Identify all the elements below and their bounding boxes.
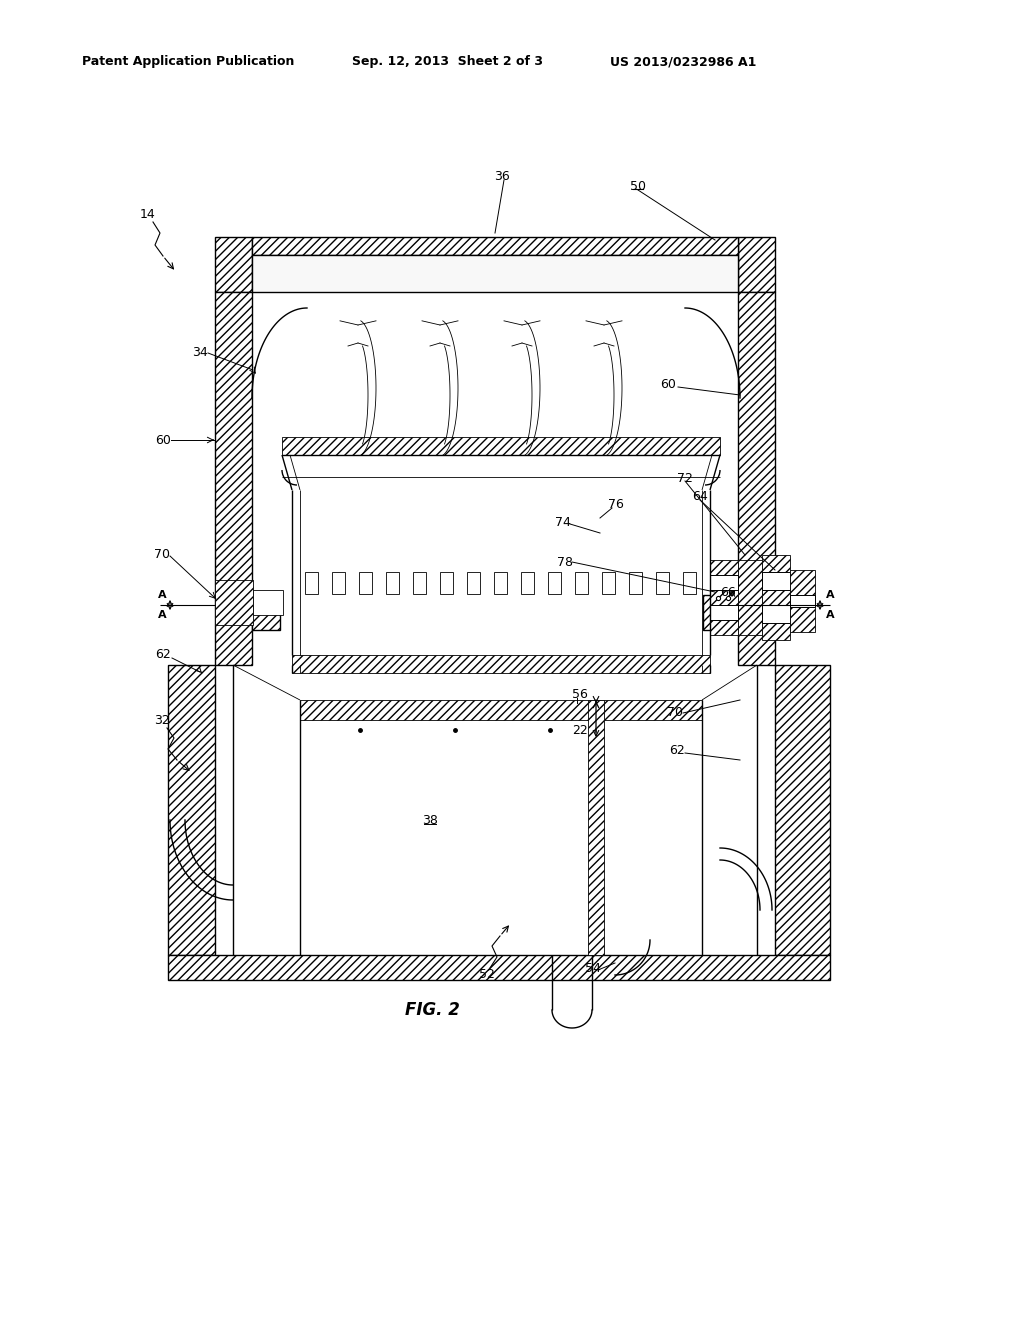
Polygon shape [790, 607, 815, 632]
Polygon shape [292, 655, 710, 673]
Text: FIG. 2: FIG. 2 [404, 1001, 460, 1019]
Text: 60: 60 [155, 433, 171, 446]
Polygon shape [738, 560, 762, 635]
Text: 70: 70 [154, 548, 170, 561]
Text: 22: 22 [572, 723, 588, 737]
Text: A: A [158, 610, 166, 620]
Text: US 2013/0232986 A1: US 2013/0232986 A1 [610, 55, 757, 69]
Bar [602, 572, 615, 594]
Text: 70: 70 [667, 706, 683, 719]
Text: 32: 32 [155, 714, 170, 726]
Text: 54: 54 [585, 961, 601, 974]
Polygon shape [775, 665, 830, 954]
Text: 62: 62 [669, 743, 685, 756]
Text: A: A [825, 610, 835, 620]
Bar [305, 572, 318, 594]
Bar [440, 572, 453, 594]
Polygon shape [762, 554, 790, 640]
Text: 64: 64 [692, 491, 708, 503]
Bar [710, 576, 738, 590]
Polygon shape [300, 700, 702, 719]
Text: 50: 50 [630, 180, 646, 193]
Polygon shape [738, 238, 775, 292]
Bar [710, 605, 738, 620]
Text: Patent Application Publication: Patent Application Publication [82, 55, 294, 69]
Text: 62: 62 [155, 648, 171, 661]
Text: 76: 76 [608, 499, 624, 511]
Polygon shape [588, 700, 604, 954]
Text: 52: 52 [479, 969, 495, 982]
Bar [386, 572, 399, 594]
Text: 60: 60 [660, 379, 676, 392]
Polygon shape [252, 238, 738, 255]
Bar [467, 572, 480, 594]
Bar [359, 572, 372, 594]
Polygon shape [703, 595, 738, 630]
Bar [548, 572, 561, 594]
Polygon shape [738, 292, 775, 665]
Polygon shape [215, 238, 252, 292]
Text: 14: 14 [140, 209, 156, 222]
Polygon shape [168, 665, 215, 954]
Text: 56: 56 [572, 688, 588, 701]
Bar [332, 572, 345, 594]
Polygon shape [168, 954, 830, 979]
Polygon shape [710, 560, 738, 635]
Text: 34: 34 [193, 346, 208, 359]
Bar [521, 572, 534, 594]
Bar [252, 255, 738, 292]
Bar [253, 590, 283, 615]
Polygon shape [790, 570, 815, 595]
Text: Sep. 12, 2013  Sheet 2 of 3: Sep. 12, 2013 Sheet 2 of 3 [352, 55, 543, 69]
Bar [656, 572, 669, 594]
Bar [762, 605, 790, 623]
Bar [762, 572, 790, 590]
Text: 78: 78 [557, 556, 573, 569]
Bar [413, 572, 426, 594]
Text: A: A [158, 590, 166, 601]
Text: 36: 36 [495, 169, 510, 182]
Polygon shape [215, 579, 253, 624]
Bar [575, 572, 588, 594]
Polygon shape [282, 437, 720, 455]
Text: 74: 74 [555, 516, 571, 529]
Text: A: A [825, 590, 835, 601]
Bar [494, 572, 507, 594]
Bar [683, 572, 696, 594]
Text: 72: 72 [677, 471, 693, 484]
Polygon shape [215, 292, 252, 665]
Bar [629, 572, 642, 594]
Polygon shape [252, 595, 280, 630]
Bar [790, 595, 815, 607]
Text: 38: 38 [422, 813, 438, 826]
Text: 66: 66 [720, 586, 736, 599]
